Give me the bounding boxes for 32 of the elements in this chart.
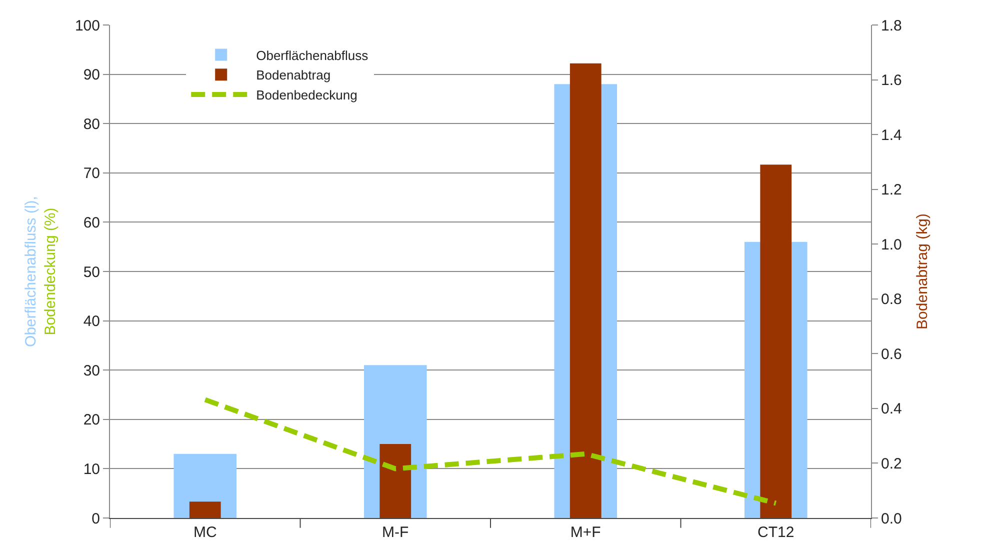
y2-tick-label: 1.8 — [881, 17, 902, 34]
bar — [189, 502, 221, 518]
y2-tick-label: 0.6 — [881, 346, 902, 363]
y-tick-label: 0 — [92, 510, 100, 528]
x-tick-label: M-F — [382, 524, 409, 541]
y2-tick-label: 1.2 — [881, 182, 902, 199]
y2-tick-label: 1.6 — [881, 72, 902, 90]
y2-tick-label: 0.0 — [881, 510, 902, 528]
y-axis-title: Oberflächenabfluss (l), Bodendeckung (%) — [22, 196, 60, 347]
y2-tick-label: 1.4 — [881, 126, 902, 144]
y-tick-label: 80 — [83, 116, 100, 133]
legend-label: Oberflächenabfluss — [256, 48, 369, 63]
y-tick-label: 20 — [83, 412, 100, 429]
y-tick-label: 10 — [83, 460, 100, 478]
legend-label: Bodenbedeckung — [256, 88, 358, 103]
x-tick-label: M+F — [570, 524, 601, 541]
y-tick-label: 30 — [83, 362, 100, 380]
x-tick-label: MC — [193, 524, 217, 541]
y-tick-label: 60 — [83, 214, 100, 232]
legend-label: Bodenabtrag — [256, 68, 331, 83]
y-tick-label: 70 — [83, 165, 100, 182]
y2-axis-title: Bodenabtrag (kg) — [914, 214, 931, 330]
x-tick-label: CT12 — [758, 524, 794, 541]
y2-tick-label: 0.4 — [881, 400, 902, 418]
bar — [380, 444, 412, 518]
y2-tick-label: 0.8 — [881, 291, 902, 308]
y2-tick-label: 1.0 — [881, 236, 902, 254]
y-tick-label: 50 — [83, 264, 100, 281]
y-tick-label: 40 — [83, 313, 100, 330]
y-tick-label: 100 — [74, 17, 100, 34]
y-tick-label: 90 — [83, 66, 100, 84]
y2-tick-label: 0.2 — [881, 455, 902, 472]
